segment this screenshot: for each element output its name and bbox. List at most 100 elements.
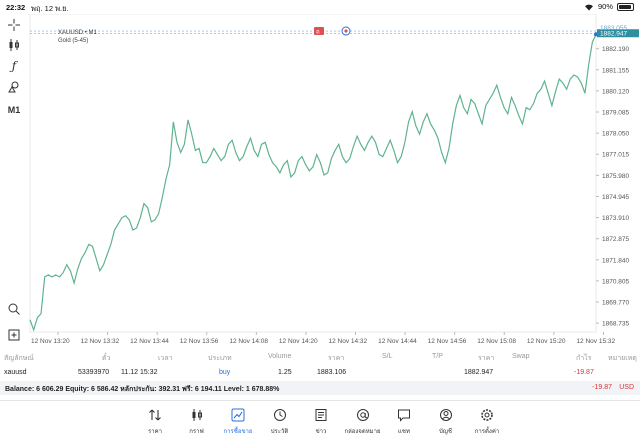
nav-label: แชท: [398, 429, 410, 435]
y-tick-label: 1868.735: [602, 321, 629, 328]
nav-label: บัญชี: [439, 429, 452, 435]
nav-trade[interactable]: การซื้อขาย: [216, 407, 260, 436]
status-bar: 22:32 พฤ. 12 พ.ย. 90%: [0, 0, 640, 14]
price-chart[interactable]: 1882.190 1881.155 1880.120 1879.085 1878.050…: [28, 13, 640, 348]
column-header: ตั๋ว: [102, 355, 111, 362]
nav-news[interactable]: ข่าว: [299, 407, 343, 436]
account-icon: [424, 407, 468, 423]
y-tick-label: 1872.875: [602, 236, 629, 243]
order-badge[interactable]: [314, 27, 324, 36]
column-header: ราคา: [328, 355, 345, 362]
y-tick-label: 1880.120: [602, 88, 629, 95]
nav-label: กราฟ: [189, 429, 204, 435]
column-header: หมายเหตุ: [608, 355, 637, 362]
sltp-handle-dot: [344, 29, 348, 33]
news-icon: [299, 407, 343, 423]
nav-settings[interactable]: การตั้งค่า: [465, 407, 509, 436]
column-header: เวลา: [158, 355, 173, 362]
y-tick-label: 1881.155: [602, 67, 629, 74]
chart-symbol: XAUUSD • M1: [58, 30, 97, 36]
x-tick-label: 12 Nov 15:08: [477, 338, 516, 345]
x-tick-label: 12 Nov 15:20: [527, 338, 566, 345]
bid-price-tag: [597, 29, 639, 38]
zoom-icon[interactable]: [5, 300, 23, 318]
mailbox-icon: [341, 407, 385, 423]
x-tick-label: 12 Nov 14:08: [229, 338, 268, 345]
nav-label: กล่องจดหมาย: [344, 429, 381, 435]
nav-chat[interactable]: แชท: [382, 407, 426, 436]
quotes-icon: [133, 407, 177, 423]
cell-price: 1882.947: [464, 369, 494, 376]
trade-icon: [216, 407, 260, 423]
order-badge-label[interactable]: ถ: [316, 29, 320, 36]
table-row[interactable]: xauusd 53393970 11.12 15:32 buy 1.25 1883.106…: [0, 366, 640, 380]
cell-ticket: 53393970: [78, 369, 110, 376]
battery-percent: 90%: [597, 2, 613, 11]
total-profit: -19.87: [592, 384, 612, 391]
chart-toolbar: ƒ M1: [0, 14, 28, 348]
column-header: ประเภท: [208, 355, 232, 362]
x-tick-label: 12 Nov 14:56: [428, 338, 467, 345]
column-header: S/L: [382, 353, 393, 360]
x-tick-label: 12 Nov 13:56: [180, 338, 219, 345]
nav-account[interactable]: บัญชี: [424, 407, 468, 436]
nav-label: การซื้อขาย: [223, 429, 253, 435]
candles-icon[interactable]: [5, 36, 23, 54]
column-header: Swap: [512, 353, 530, 360]
status-indicators: 90%: [584, 2, 634, 11]
objects-icon[interactable]: [5, 78, 23, 96]
chart-indicator: Gold (5-45): [58, 38, 89, 44]
y-tick-label: 1877.015: [602, 152, 629, 159]
y-tick-label: 1882.190: [602, 46, 629, 53]
chart-canvas[interactable]: 1882.190 1881.155 1880.120 1879.085 1878.050…: [28, 13, 640, 348]
cell-type: buy: [219, 369, 231, 376]
timeframe-button[interactable]: M1: [7, 105, 21, 115]
open-price-label: 1883.055: [600, 25, 627, 32]
balance-summary: Balance: 6 606.29 Equity: 6 586.42 หลักป…: [5, 386, 280, 393]
cell-volume: 1.25: [278, 369, 292, 376]
y-tick-label: 1869.770: [602, 300, 629, 307]
x-tick-label: 12 Nov 13:32: [81, 338, 120, 345]
x-tick-label: 12 Nov 15:32: [576, 338, 615, 345]
column-header: ราคา: [478, 355, 495, 362]
y-tick-label: 1875.980: [602, 173, 629, 180]
battery-icon: [617, 2, 634, 11]
cell-symbol: xauusd: [4, 369, 27, 376]
history-icon: [258, 407, 302, 423]
x-tick-label: 12 Nov 13:44: [130, 338, 169, 345]
nav-label: ประวัติ: [270, 429, 289, 435]
nav-chart-candles[interactable]: กราฟ: [175, 407, 219, 436]
y-tick-label: 1873.910: [602, 215, 629, 222]
y-tick-label: 1879.085: [602, 110, 629, 117]
y-tick-label: 1878.050: [602, 131, 629, 138]
x-tick-label: 12 Nov 14:44: [378, 338, 417, 345]
new-order-icon[interactable]: [5, 326, 23, 344]
bottom-nav: ราคา กราฟ การซื้อขาย ประวัติ ข่าว กล่องจดหมาย…: [0, 400, 640, 447]
battery-fill: [619, 4, 631, 9]
nav-history[interactable]: ประวัติ: [258, 407, 302, 436]
nav-mailbox[interactable]: กล่องจดหมาย: [341, 407, 385, 436]
cell-profit: -19.87: [574, 369, 594, 376]
positions-header: สัญลักษณ์ ตั๋ว เวลา ประเภท Volume ราคา S/L T/P ร…: [0, 350, 640, 364]
x-tick-label: 12 Nov 14:32: [329, 338, 368, 345]
currency: USD: [619, 384, 634, 391]
bid-price-label: 1882.947: [600, 31, 627, 38]
balance-bar: Balance: 6 606.29 Equity: 6 586.42 หลักป…: [0, 381, 640, 395]
nav-quotes[interactable]: ราคา: [133, 407, 177, 436]
status-date: พฤ. 12 พ.ย.: [31, 4, 69, 13]
x-tick-label: 12 Nov 13:20: [31, 338, 70, 345]
chat-icon: [382, 407, 426, 423]
nav-label: ข่าว: [315, 429, 327, 435]
crosshair-icon[interactable]: [5, 16, 23, 34]
nav-label: ราคา: [148, 429, 162, 435]
indicator-icon[interactable]: ƒ: [11, 59, 17, 73]
chart-title: XAUUSD • M1 Gold (5-45): [58, 29, 97, 45]
status-time: 22:32: [6, 3, 26, 12]
plot-frame: [29, 13, 597, 333]
column-header: T/P: [432, 353, 443, 360]
column-header: สัญลักษณ์: [4, 355, 34, 362]
y-tick-label: 1870.805: [602, 278, 629, 285]
column-header: กำไร: [576, 355, 592, 362]
y-tick-label: 1874.945: [602, 194, 629, 201]
wifi-icon: [584, 4, 593, 10]
